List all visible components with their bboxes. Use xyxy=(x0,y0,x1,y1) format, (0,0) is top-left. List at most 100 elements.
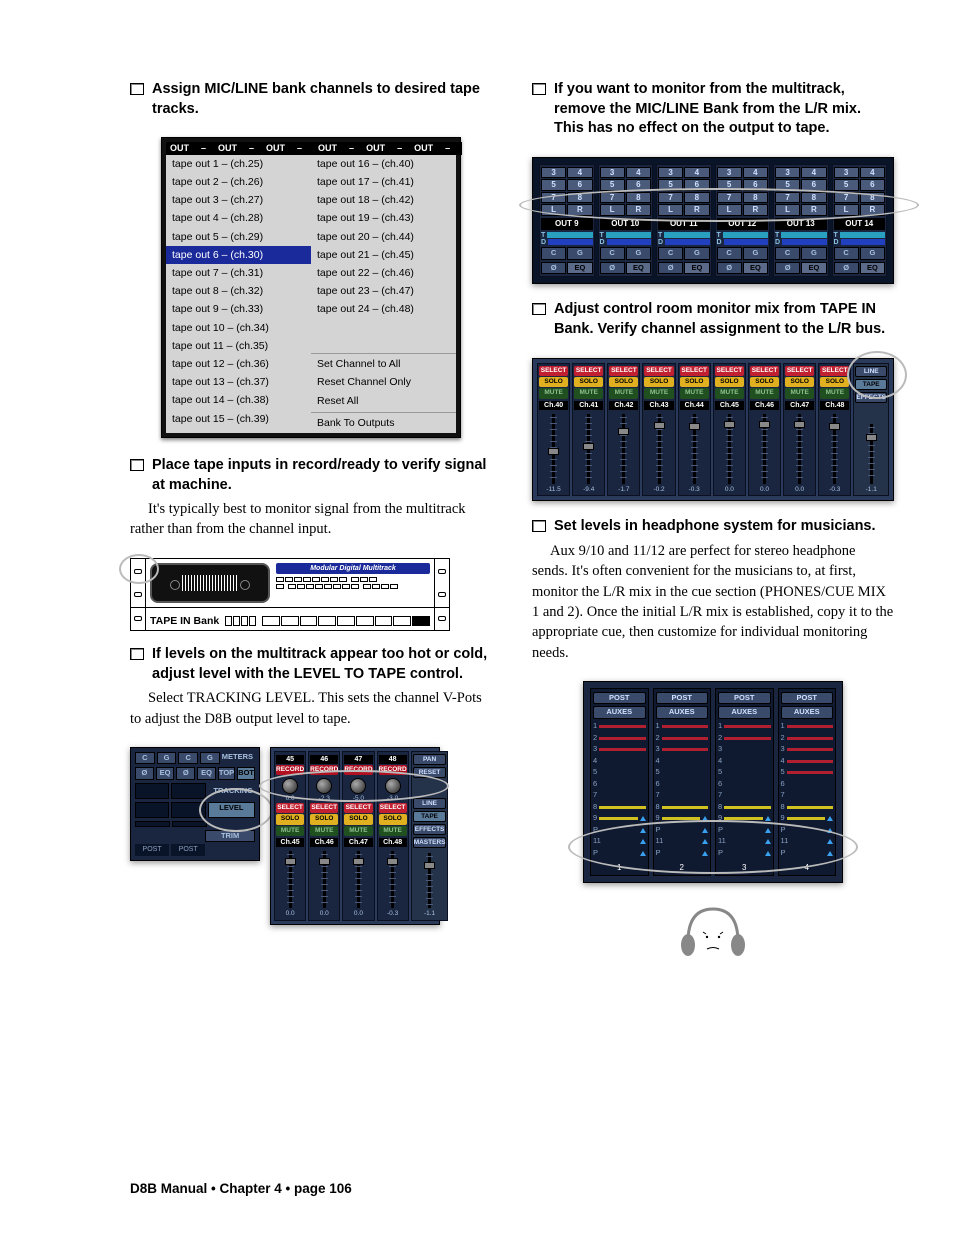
btn-eq[interactable]: EQ xyxy=(197,767,216,780)
aux-channel: POST AUXES 123456789P11P 4 xyxy=(778,688,837,877)
tape-out-option[interactable]: tape out 9 – (ch.33) xyxy=(166,301,311,319)
tape-out-option[interactable]: tape out 2 – (ch.26) xyxy=(166,173,311,191)
bus-channel: 34 56 78 LR OUT 10 T D CG ØEQ xyxy=(598,164,654,278)
tape-out-option[interactable]: tape out 6 – (ch.30) xyxy=(166,246,311,264)
bus-assign-panel: 34 56 78 LR OUT 9 T D CG ØEQ34 56 78 LR … xyxy=(532,157,894,285)
tape-out-command[interactable]: Reset All xyxy=(311,392,456,410)
step-record-ready: Place tape inputs in record/ready to ver… xyxy=(130,456,492,540)
tape-out-option[interactable]: tape out 17 – (ch.41) xyxy=(311,173,456,191)
tape-out-option[interactable]: tape out 12 – (ch.36) xyxy=(166,356,311,374)
btn-eq[interactable]: EQ xyxy=(156,767,175,780)
tape-deck-diagram: Modular Digital Multitrack TAPE IN Bank xyxy=(130,558,450,632)
step-control-room-title: Adjust control room monitor mix from TAP… xyxy=(554,300,894,339)
btn-c[interactable]: C xyxy=(135,752,155,765)
page-footer: D8B Manual • Chapter 4 • page 106 xyxy=(130,1182,352,1196)
page-columns: Assign MIC/LINE bank channels to desired… xyxy=(130,80,894,967)
tape-window-icon xyxy=(150,563,270,603)
tape-out-option[interactable]: tape out 24 – (ch.48) xyxy=(311,301,456,319)
btn-trim[interactable]: TRIM xyxy=(205,830,255,843)
step-headphones-body: Aux 9/10 and 11/12 are perfect for stere… xyxy=(532,541,894,663)
tape-out-option[interactable]: tape out 20 – (ch.44) xyxy=(311,228,456,246)
tape-out-option[interactable]: tape out 11 – (ch.35) xyxy=(166,337,311,355)
btn-bot[interactable]: BOT xyxy=(237,767,255,780)
checkbox-icon xyxy=(130,459,144,471)
tape-out-option[interactable]: tape out 4 – (ch.28) xyxy=(166,210,311,228)
step-headphones: Set levels in headphone system for music… xyxy=(532,517,894,662)
tape-out-option[interactable]: tape out 3 – (ch.27) xyxy=(166,192,311,210)
bus-channel: 34 56 78 LR OUT 12 T D CG ØEQ xyxy=(715,164,771,278)
tape-out-option[interactable]: tape out 16 – (ch.40) xyxy=(311,155,456,173)
tape-out-option[interactable]: tape out 1 – (ch.25) xyxy=(166,155,311,173)
tape-out-dropdown[interactable]: OUT– OUT– OUT– OUT– OUT– OUT– tape out 1… xyxy=(161,137,461,438)
headphones-icon xyxy=(673,897,753,967)
tape-out-option[interactable]: tape out 22 – (ch.46) xyxy=(311,264,456,282)
tape-out-command[interactable]: Bank To Outputs xyxy=(311,412,456,433)
bank-lights xyxy=(225,616,256,626)
btn-level[interactable]: LEVEL xyxy=(208,802,255,818)
fader-strip[interactable]: SELECT SOLO MUTE Ch.47 0.0 xyxy=(783,363,816,497)
mini-fader-strip[interactable]: 47 RECORD -5.0 SELECT SOLO MUTE Ch.47 0.… xyxy=(342,751,374,921)
tape-out-option[interactable]: tape out 10 – (ch.34) xyxy=(166,319,311,337)
fader-strip[interactable]: SELECT SOLO MUTE Ch.41 -9.4 xyxy=(572,363,605,497)
tape-out-option[interactable]: tape out 8 – (ch.32) xyxy=(166,283,311,301)
meters-label: METERS xyxy=(222,752,255,765)
tape-out-list-2[interactable]: tape out 16 – (ch.40)tape out 17 – (ch.4… xyxy=(311,155,456,433)
out-header-2: OUT– OUT– OUT– xyxy=(314,142,462,155)
step-assign-title: Assign MIC/LINE bank channels to desired… xyxy=(152,80,492,119)
fader-strip[interactable]: SELECT SOLO MUTE Ch.42 -1.7 xyxy=(607,363,640,497)
tape-out-command[interactable]: Set Channel to All xyxy=(311,353,456,374)
mini-fader-strip[interactable]: 46 RECORD -2.3 SELECT SOLO MUTE Ch.46 0.… xyxy=(308,751,340,921)
post-label: POST xyxy=(171,844,205,855)
left-column: Assign MIC/LINE bank channels to desired… xyxy=(130,80,492,967)
tape-in-bank-label: TAPE IN Bank xyxy=(150,616,219,627)
btn-g[interactable]: G xyxy=(157,752,177,765)
bus-channel: 34 56 78 LR OUT 13 T D CG ØEQ xyxy=(773,164,829,278)
step-levels: If levels on the multitrack appear too h… xyxy=(130,645,492,729)
tape-in-mixer-panel: SELECT SOLO MUTE Ch.40 -11.5SELECT SOLO … xyxy=(532,358,894,502)
tape-out-option[interactable]: tape out 13 – (ch.37) xyxy=(166,374,311,392)
mini-fader-strip[interactable]: 45 RECORD 0.0 SELECT SOLO MUTE Ch.45 0.0 xyxy=(274,751,306,921)
step-record-ready-title: Place tape inputs in record/ready to ver… xyxy=(152,456,492,495)
btn-null[interactable]: Ø xyxy=(135,767,154,780)
tape-out-option[interactable]: tape out 18 – (ch.42) xyxy=(311,192,456,210)
tape-out-option[interactable]: tape out 21 – (ch.45) xyxy=(311,246,456,264)
checkbox-icon xyxy=(532,303,546,315)
tape-out-list-1[interactable]: tape out 1 – (ch.25)tape out 2 – (ch.26)… xyxy=(166,155,311,428)
btn-null[interactable]: Ø xyxy=(176,767,195,780)
step-monitor: If you want to monitor from the multitra… xyxy=(532,80,894,139)
tracking-label: TRACKING xyxy=(208,786,255,797)
step-record-ready-body: It's typically best to monitor signal fr… xyxy=(130,499,492,540)
aux-channel: POST AUXES 123456789P11P 1 xyxy=(590,688,649,877)
btn-c[interactable]: C xyxy=(178,752,198,765)
fader-strip[interactable]: SELECT SOLO MUTE Ch.45 0.0 xyxy=(713,363,746,497)
bus-channel: 34 56 78 LR OUT 11 T D CG ØEQ xyxy=(656,164,712,278)
btn-g[interactable]: G xyxy=(200,752,220,765)
tape-out-option[interactable]: tape out 7 – (ch.31) xyxy=(166,264,311,282)
mini-side-strip: PAN RESET LINE TAPE EFFECTS MASTERS -1.1 xyxy=(411,751,449,921)
tape-out-command[interactable]: Reset Channel Only xyxy=(311,374,456,392)
checkbox-icon xyxy=(532,83,546,95)
fader-strip[interactable]: SELECT SOLO MUTE Ch.48 -0.3 xyxy=(818,363,851,497)
checkbox-icon xyxy=(532,520,546,532)
fader-strip[interactable]: SELECT SOLO MUTE Ch.43 -0.2 xyxy=(642,363,675,497)
tracking-level-panel: C G C G METERS Ø EQ Ø EQ TOP BOT TRACKIN… xyxy=(130,747,260,861)
tape-out-option[interactable]: tape out 15 – (ch.39) xyxy=(166,410,311,428)
bus-channel: 34 56 78 LR OUT 9 T D CG ØEQ xyxy=(539,164,595,278)
btn-top[interactable]: TOP xyxy=(218,767,235,780)
aux-sends-panel: POST AUXES 123456789P11P 1 POST AUXES 123… xyxy=(583,681,843,884)
faders-strip xyxy=(262,616,430,626)
tape-out-option[interactable]: tape out 19 – (ch.43) xyxy=(311,210,456,228)
fader-strip[interactable]: SELECT SOLO MUTE Ch.44 -0.3 xyxy=(678,363,711,497)
checkbox-icon xyxy=(130,648,144,660)
tape-out-option[interactable]: tape out 5 – (ch.29) xyxy=(166,228,311,246)
fader-strip[interactable]: SELECT SOLO MUTE Ch.46 0.0 xyxy=(748,363,781,497)
step-monitor-title: If you want to monitor from the multitra… xyxy=(554,80,894,139)
mini-fader-strip[interactable]: 48 RECORD -3.0 SELECT SOLO MUTE Ch.48 -0… xyxy=(377,751,409,921)
step-assign: Assign MIC/LINE bank channels to desired… xyxy=(130,80,492,119)
bus-channel: 34 56 78 LR OUT 14 T D CG ØEQ xyxy=(832,164,888,278)
fader-strip[interactable]: SELECT SOLO MUTE Ch.40 -11.5 xyxy=(537,363,570,497)
right-column: If you want to monitor from the multitra… xyxy=(532,80,894,967)
tape-out-option[interactable]: tape out 14 – (ch.38) xyxy=(166,392,311,410)
post-label: POST xyxy=(135,844,169,855)
tape-out-option[interactable]: tape out 23 – (ch.47) xyxy=(311,283,456,301)
